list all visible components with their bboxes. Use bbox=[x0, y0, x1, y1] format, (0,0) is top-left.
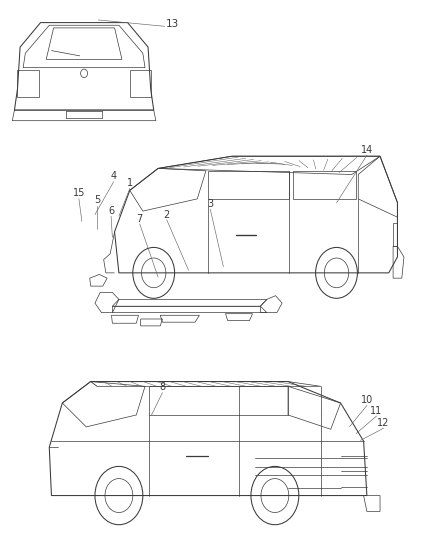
Text: 4: 4 bbox=[111, 172, 117, 181]
Text: 11: 11 bbox=[371, 406, 383, 416]
Text: 6: 6 bbox=[108, 206, 114, 216]
Text: 3: 3 bbox=[207, 199, 213, 209]
Text: 8: 8 bbox=[159, 382, 166, 392]
Text: 5: 5 bbox=[94, 195, 100, 205]
Text: 7: 7 bbox=[137, 214, 143, 224]
Text: 13: 13 bbox=[166, 19, 179, 29]
Text: 1: 1 bbox=[127, 178, 133, 188]
Text: 12: 12 bbox=[377, 418, 390, 428]
Text: 2: 2 bbox=[164, 209, 170, 220]
Text: 15: 15 bbox=[73, 188, 85, 198]
Text: 10: 10 bbox=[361, 395, 373, 405]
Text: 14: 14 bbox=[361, 145, 373, 155]
